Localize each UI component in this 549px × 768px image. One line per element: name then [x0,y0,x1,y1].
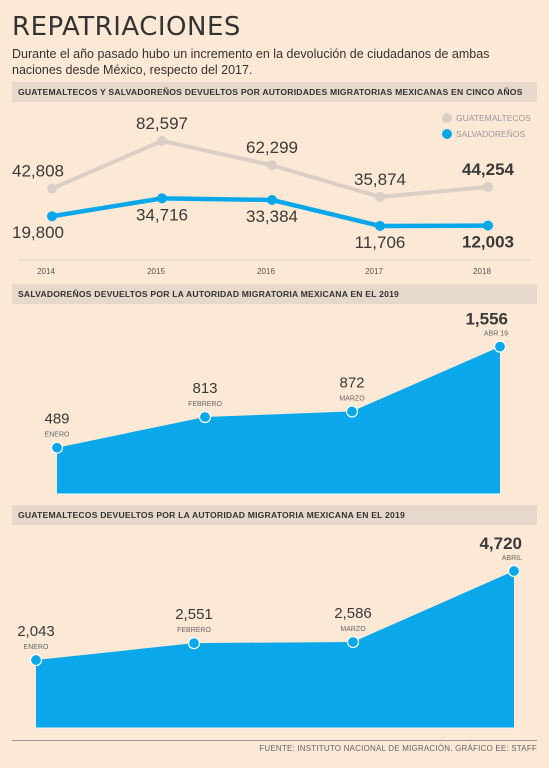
legend-swatch [442,113,452,123]
data-label: 12,003 [462,233,514,252]
data-label: 44,254 [462,160,515,179]
category-label: ABR 19 [484,331,508,338]
data-label: 2,586 [334,605,372,622]
data-point [187,637,201,650]
data-label: 35,874 [354,170,406,189]
source-note: FUENTE: INSTITUTO NACIONAL DE MIGRACIÓN.… [259,744,537,753]
x-tick-label: 2016 [257,267,275,276]
data-label: 62,299 [246,138,298,157]
data-point [346,635,360,649]
data-point [198,410,212,424]
area-fill [36,570,514,728]
page-title: REPATRIACIONES [12,12,241,42]
data-label: 489 [44,411,69,428]
category-label: MARZO [340,626,366,633]
data-label: 34,716 [136,205,188,224]
data-label: 19,800 [12,223,64,242]
page-subtitle: Durante el año pasado hubo un incremento… [12,47,490,77]
data-point [345,405,359,418]
data-point [375,220,385,231]
category-label: FEBRERO [188,401,222,408]
data-point [47,183,57,194]
category-label: MARZO [339,395,365,402]
data-point [157,193,167,204]
data-label: 11,706 [355,233,406,252]
data-point [50,441,64,454]
data-point [29,653,43,667]
data-point [267,160,277,171]
data-point [507,564,521,578]
category-label: ENERO [45,432,70,439]
data-point [267,194,277,205]
data-label: 813 [192,380,217,397]
x-tick-label: 2015 [147,267,165,276]
chart2-title: SALVADOREÑOS DEVUELTOS POR LA AUTORIDAD … [12,284,537,304]
data-label: 82,597 [136,114,188,133]
x-tick-label: 2014 [37,267,55,276]
data-point [157,135,167,146]
data-label: 33,384 [246,207,298,226]
x-tick-label: 2017 [365,267,383,276]
legend-swatch [442,129,452,139]
guatemaltecos-2019-area-chart: 2,043 ENERO 2,551 FEBRERO 2,586 MARZO 4,720 ABR… [17,534,522,729]
legend-label: GUATEMALTECOS [456,113,531,123]
data-point [483,181,493,192]
chart3-title: GUATEMALTECOS DEVUELTOS POR LA AUTORIDAD… [12,505,537,525]
data-label: 2,551 [175,606,213,623]
footer-divider [12,740,537,741]
category-label: ABRIL [502,555,522,562]
data-point [493,340,507,353]
category-label: FEBRERO [177,627,211,634]
x-tick-label: 2018 [473,267,491,276]
data-point [375,191,385,202]
data-label: 2,043 [17,623,55,640]
data-label: 1,556 [465,310,508,329]
salvadorenos-2019-area-chart: 489 ENERO 813 FEBRERO 872 MARZO 1,556 ABR 19 [44,310,508,495]
legend-label: SALVADOREÑOS [456,129,525,139]
data-label: 42,808 [12,162,64,181]
five-year-line-chart: 42,808 82,597 62,299 35,874 44,254 19,800 34,7… [12,113,531,276]
data-label: 4,720 [479,534,522,553]
data-point [47,211,57,222]
chart1-title: GUATEMALTECOS Y SALVADOREÑOS DEVUELTOS P… [12,82,537,102]
area-fill [57,346,500,494]
category-label: ENERO [24,644,49,651]
data-point [483,220,493,231]
data-label: 872 [339,374,364,391]
